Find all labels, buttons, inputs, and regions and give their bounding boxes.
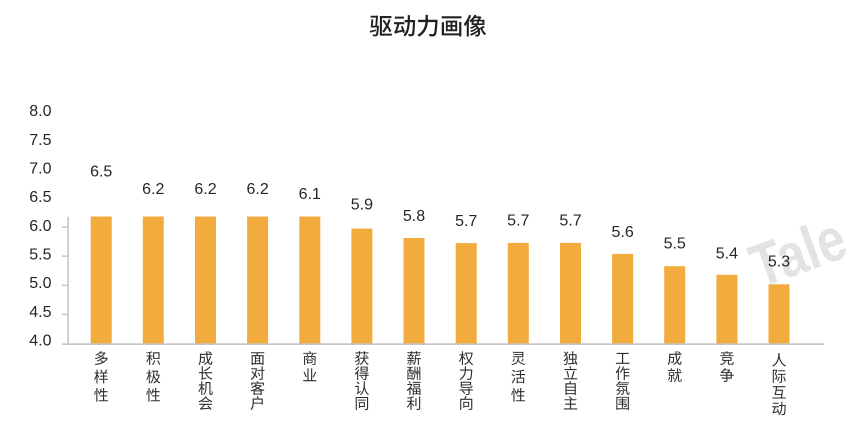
svg-text:5.5: 5.5 <box>29 247 51 264</box>
svg-text:5.6: 5.6 <box>611 224 633 241</box>
svg-text:5.7: 5.7 <box>559 212 581 229</box>
svg-text:7.5: 7.5 <box>29 132 51 149</box>
svg-text:5.5: 5.5 <box>664 236 686 253</box>
svg-text:6.2: 6.2 <box>246 181 268 198</box>
svg-text:6.1: 6.1 <box>299 186 321 203</box>
svg-text:6.2: 6.2 <box>194 181 216 198</box>
svg-text:6.2: 6.2 <box>142 181 164 198</box>
svg-text:7.0: 7.0 <box>29 161 51 178</box>
svg-text:4.0: 4.0 <box>29 333 51 350</box>
svg-text:5.4: 5.4 <box>716 245 738 262</box>
svg-text:5.0: 5.0 <box>29 275 51 292</box>
svg-text:5.8: 5.8 <box>403 208 425 225</box>
svg-text:6.5: 6.5 <box>29 189 51 206</box>
svg-text:6.5: 6.5 <box>90 164 112 181</box>
svg-text:5.7: 5.7 <box>455 213 477 230</box>
svg-text:5.9: 5.9 <box>351 197 373 214</box>
svg-text:6.0: 6.0 <box>29 218 51 235</box>
svg-text:5.3: 5.3 <box>768 254 790 271</box>
svg-text:8.0: 8.0 <box>29 103 51 120</box>
svg-text:5.7: 5.7 <box>507 212 529 229</box>
svg-text:Tale: Tale <box>741 204 848 301</box>
svg-text:4.5: 4.5 <box>29 304 51 321</box>
